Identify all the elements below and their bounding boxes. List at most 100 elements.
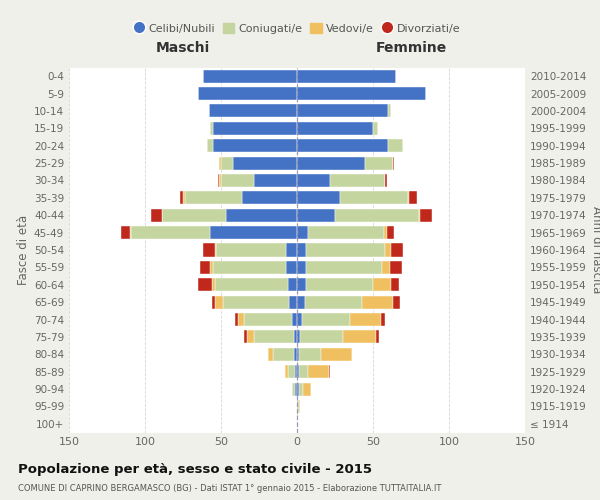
- Bar: [211, 226, 297, 239]
- Bar: [297, 330, 300, 344]
- Bar: [299, 400, 300, 413]
- Bar: [198, 278, 212, 291]
- Bar: [242, 192, 297, 204]
- Bar: [297, 139, 388, 152]
- Bar: [221, 156, 233, 170]
- Text: COMUNE DI CAPRINO BERGAMASCO (BG) - Dati ISTAT 1° gennaio 2015 - Elaborazione TU: COMUNE DI CAPRINO BERGAMASCO (BG) - Dati…: [18, 484, 442, 493]
- Bar: [288, 365, 295, 378]
- Bar: [340, 192, 408, 204]
- Bar: [331, 174, 385, 187]
- Bar: [254, 330, 294, 344]
- Bar: [376, 330, 379, 344]
- Bar: [233, 156, 297, 170]
- Bar: [306, 278, 373, 291]
- Bar: [373, 122, 377, 135]
- Bar: [151, 208, 162, 222]
- Bar: [297, 313, 302, 326]
- Bar: [289, 296, 297, 308]
- Bar: [306, 261, 382, 274]
- Bar: [220, 174, 221, 187]
- Bar: [183, 192, 185, 204]
- Bar: [362, 296, 393, 308]
- Bar: [297, 156, 365, 170]
- Bar: [292, 382, 295, 396]
- Bar: [297, 87, 426, 100]
- Bar: [383, 226, 386, 239]
- Bar: [305, 296, 362, 308]
- Bar: [185, 192, 242, 204]
- Legend: Celibi/Nubili, Coniugati/e, Vedovi/e, Divorziati/e: Celibi/Nubili, Coniugati/e, Vedovi/e, Di…: [129, 18, 465, 38]
- Bar: [420, 208, 432, 222]
- Bar: [297, 382, 299, 396]
- Bar: [272, 348, 294, 361]
- Bar: [212, 278, 215, 291]
- Bar: [294, 348, 297, 361]
- Bar: [297, 365, 299, 378]
- Bar: [292, 313, 297, 326]
- Bar: [211, 261, 214, 274]
- Bar: [268, 348, 272, 361]
- Bar: [297, 244, 306, 256]
- Bar: [244, 313, 292, 326]
- Bar: [308, 226, 383, 239]
- Bar: [221, 174, 254, 187]
- Bar: [254, 174, 297, 187]
- Bar: [335, 208, 419, 222]
- Bar: [244, 330, 247, 344]
- Bar: [388, 104, 391, 118]
- Bar: [385, 244, 391, 256]
- Bar: [388, 139, 403, 152]
- Bar: [220, 156, 221, 170]
- Bar: [390, 261, 402, 274]
- Bar: [294, 330, 297, 344]
- Bar: [391, 278, 399, 291]
- Bar: [131, 226, 211, 239]
- Bar: [208, 139, 214, 152]
- Bar: [215, 296, 223, 308]
- Bar: [386, 226, 394, 239]
- Bar: [302, 313, 350, 326]
- Bar: [297, 278, 306, 291]
- Bar: [295, 382, 297, 396]
- Y-axis label: Fasce di età: Fasce di età: [17, 215, 30, 285]
- Bar: [203, 244, 215, 256]
- Bar: [297, 348, 299, 361]
- Bar: [391, 244, 403, 256]
- Bar: [382, 261, 390, 274]
- Bar: [238, 313, 244, 326]
- Bar: [215, 278, 288, 291]
- Bar: [297, 208, 335, 222]
- Bar: [299, 365, 308, 378]
- Bar: [288, 278, 297, 291]
- Bar: [121, 226, 130, 239]
- Bar: [297, 122, 373, 135]
- Bar: [297, 226, 308, 239]
- Text: Femmine: Femmine: [376, 42, 446, 56]
- Bar: [295, 365, 297, 378]
- Bar: [226, 208, 297, 222]
- Bar: [297, 400, 299, 413]
- Bar: [329, 365, 331, 378]
- Bar: [297, 296, 305, 308]
- Bar: [235, 313, 238, 326]
- Bar: [214, 122, 297, 135]
- Bar: [297, 174, 331, 187]
- Bar: [286, 244, 297, 256]
- Bar: [218, 174, 220, 187]
- Bar: [380, 313, 385, 326]
- Bar: [214, 261, 286, 274]
- Bar: [373, 278, 391, 291]
- Bar: [223, 296, 289, 308]
- Bar: [409, 192, 417, 204]
- Bar: [419, 208, 420, 222]
- Bar: [322, 348, 352, 361]
- Text: Maschi: Maschi: [156, 42, 210, 56]
- Bar: [212, 296, 215, 308]
- Bar: [308, 365, 329, 378]
- Bar: [297, 192, 340, 204]
- Bar: [300, 330, 343, 344]
- Bar: [299, 382, 303, 396]
- Bar: [200, 261, 211, 274]
- Bar: [286, 261, 297, 274]
- Bar: [408, 192, 409, 204]
